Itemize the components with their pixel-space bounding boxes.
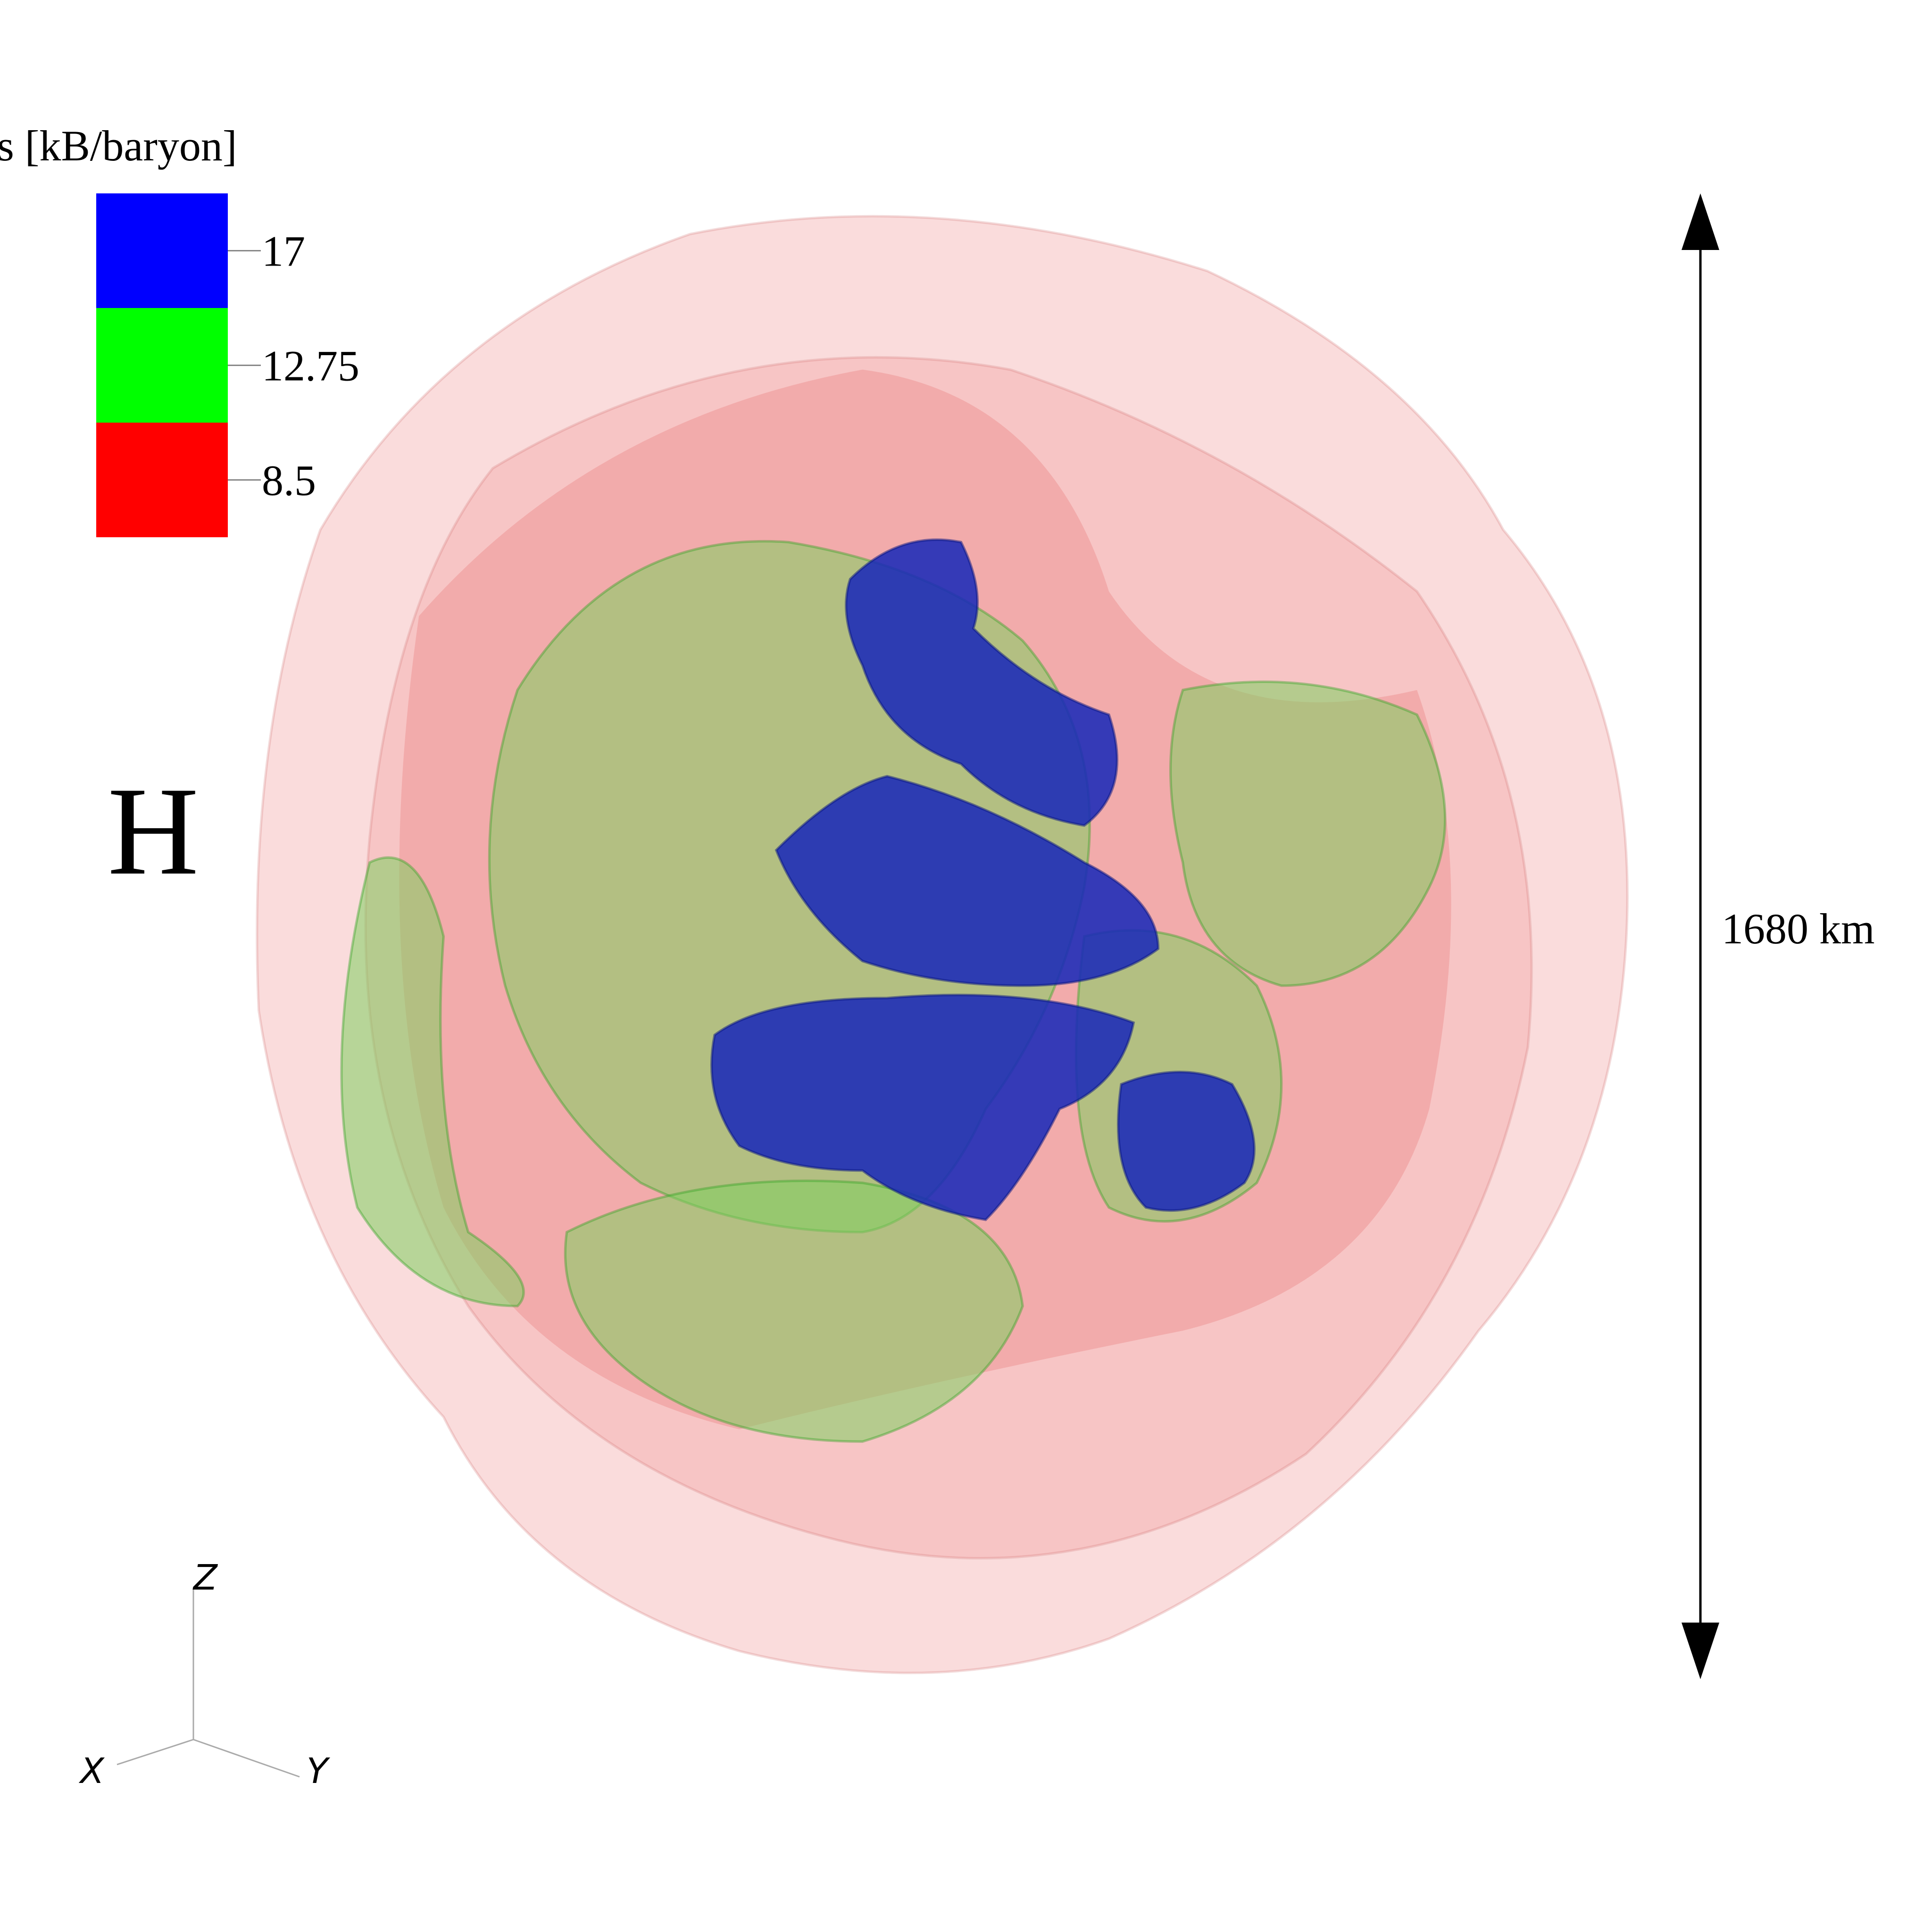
legend-label: 8.5 <box>262 457 316 505</box>
x-label: X <box>78 1751 105 1791</box>
y-label: Y <box>307 1751 331 1791</box>
green-surface <box>1169 680 1447 987</box>
arrowhead <box>1682 1623 1719 1679</box>
blue-surface <box>774 774 1160 987</box>
blue-surface <box>845 538 1118 827</box>
legend-swatch <box>96 308 228 423</box>
legend-swatch <box>96 193 228 308</box>
blue-surface <box>710 993 1135 1221</box>
blue-surface <box>1116 1071 1256 1212</box>
x-axis <box>117 1739 194 1765</box>
green-surface <box>340 856 525 1307</box>
legend-swatch <box>96 423 228 537</box>
z-label: Z <box>192 1557 218 1598</box>
scale-bar: 1680 km <box>1682 193 1875 1679</box>
y-axis <box>193 1739 300 1778</box>
arrowhead <box>1682 193 1719 250</box>
legend-label: 12.75 <box>262 342 359 390</box>
color-legend: 17 12.75 8.5 <box>96 193 359 537</box>
isosurface-render <box>256 215 1629 1674</box>
axes-triad <box>117 1590 300 1778</box>
panel-label: H <box>108 761 199 901</box>
legend-title: s [kB/baryon] <box>0 122 237 170</box>
scale-label: 1680 km <box>1722 905 1875 953</box>
green-surface <box>564 1179 1024 1443</box>
legend-label: 17 <box>262 227 305 275</box>
